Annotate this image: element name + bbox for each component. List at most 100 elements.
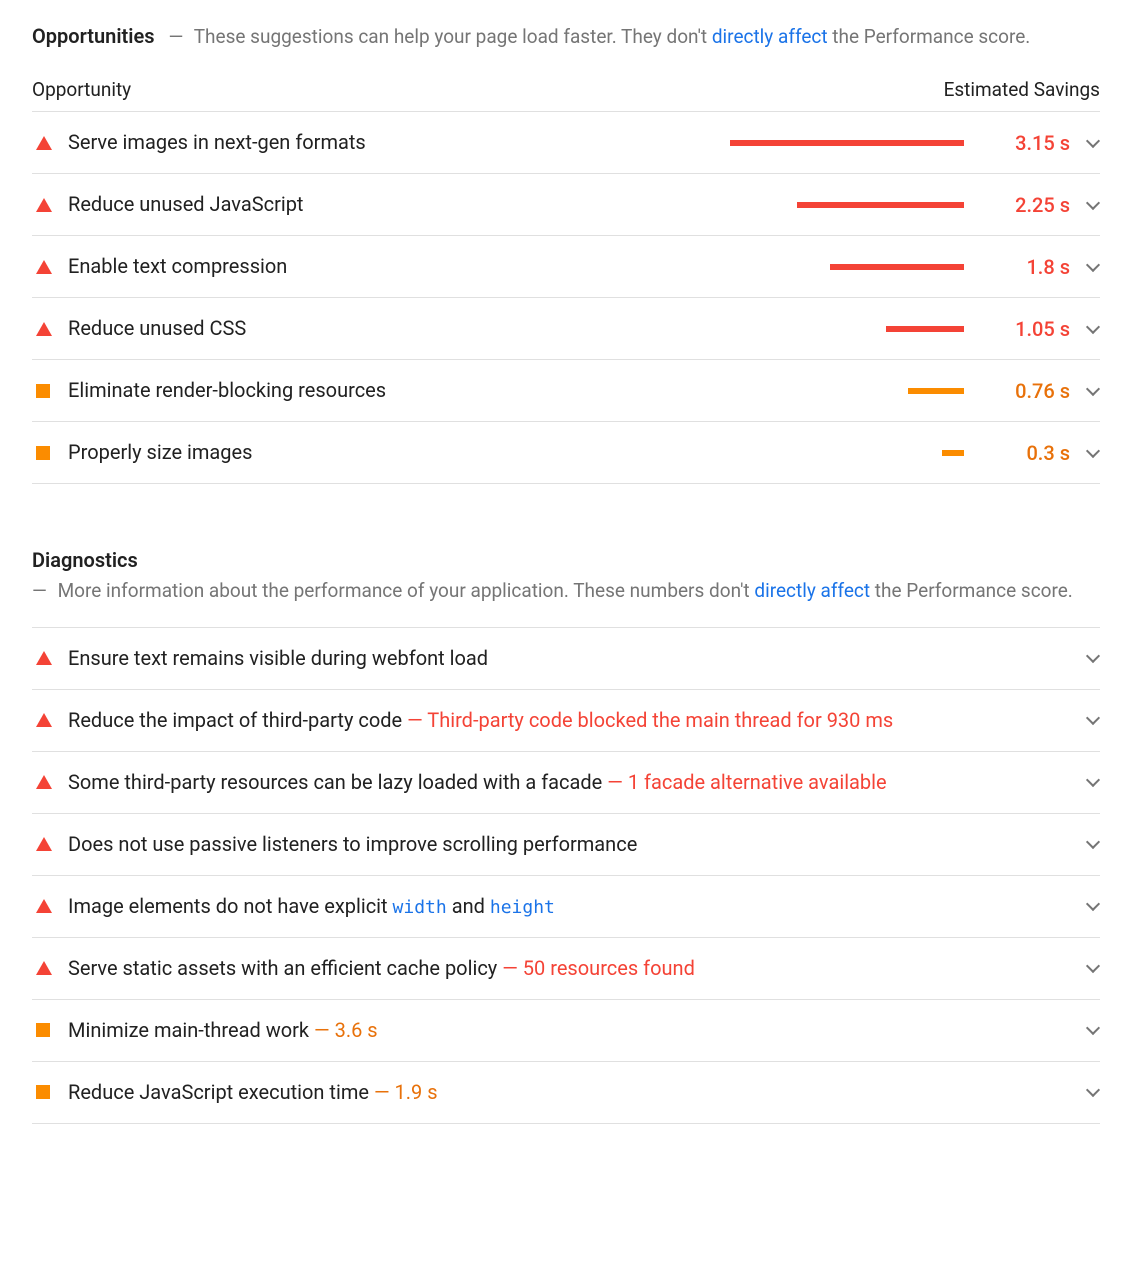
opportunity-label: Serve images in next-gen formats	[68, 128, 702, 157]
chevron-down-icon	[1086, 897, 1100, 911]
savings-value: 3.15 s	[982, 131, 1070, 155]
diagnostic-row[interactable]: Ensure text remains visible during webfo…	[32, 628, 1100, 690]
savings-value: 1.8 s	[982, 255, 1070, 279]
chevron-down-icon	[1086, 320, 1100, 334]
savings-bar	[886, 326, 964, 332]
opportunities-table-header: Opportunity Estimated Savings	[32, 72, 1100, 112]
opportunity-row[interactable]: Properly size images 0.3 s	[32, 422, 1100, 484]
chevron-down-icon	[1086, 835, 1100, 849]
opportunities-desc: — These suggestions can help your page l…	[169, 22, 1031, 52]
code-token: height	[490, 897, 555, 918]
inline-note: — 1.9 s	[374, 1080, 438, 1104]
chevron-down-icon	[1086, 382, 1100, 396]
chevron-down-icon	[1086, 134, 1100, 148]
severity-triangle-icon	[36, 651, 52, 665]
diagnostics-header: Diagnostics — More information about the…	[32, 544, 1100, 606]
savings-value: 0.3 s	[982, 441, 1070, 465]
chevron-down-icon	[1086, 444, 1100, 458]
opportunity-label: Reduce unused CSS	[68, 314, 702, 343]
savings-bar	[797, 202, 964, 208]
diagnostics-title: Diagnostics	[32, 544, 138, 576]
chevron-down-icon	[1086, 1083, 1100, 1097]
savings-bar	[942, 450, 964, 456]
inline-note: — 1 facade alternative available	[607, 770, 886, 794]
directly-affect-link[interactable]: directly affect	[712, 25, 828, 48]
opportunity-row[interactable]: Eliminate render-blocking resources 0.76 …	[32, 360, 1100, 422]
diagnostics-list: Ensure text remains visible during webfo…	[32, 627, 1100, 1124]
diagnostic-label: Reduce the impact of third-party code — …	[68, 706, 1070, 735]
opportunity-row[interactable]: Serve images in next-gen formats 3.15 s	[32, 112, 1100, 174]
text: Minimize main-thread work	[68, 1018, 314, 1042]
opportunity-row[interactable]: Reduce unused JavaScript2.25 s	[32, 174, 1100, 236]
diagnostic-label: Serve static assets with an efficient ca…	[68, 954, 1070, 983]
text: Ensure text remains visible during webfo…	[68, 646, 488, 670]
text: Some third-party resources can be lazy l…	[68, 770, 607, 794]
chevron-down-icon	[1086, 258, 1100, 272]
savings-bar-track	[702, 140, 982, 146]
text: Serve static assets with an efficient ca…	[68, 956, 502, 980]
diagnostic-row[interactable]: Image elements do not have explicit widt…	[32, 876, 1100, 938]
diagnostic-label: Image elements do not have explicit widt…	[68, 892, 1070, 921]
opportunities-title: Opportunities	[32, 20, 155, 52]
text: Image elements do not have explicit	[68, 894, 393, 918]
text: and	[447, 894, 490, 918]
severity-triangle-icon	[36, 136, 52, 150]
chevron-down-icon	[1086, 959, 1100, 973]
diagnostics-desc: — More information about the performance…	[32, 576, 1073, 606]
severity-triangle-icon	[36, 775, 52, 789]
text: Does not use passive listeners to improv…	[68, 832, 637, 856]
diagnostic-label: Minimize main-thread work — 3.6 s	[68, 1016, 1070, 1045]
opportunity-label: Properly size images	[68, 438, 702, 467]
diagnostic-label: Reduce JavaScript execution time — 1.9 s	[68, 1078, 1070, 1107]
severity-triangle-icon	[36, 961, 52, 975]
savings-bar	[830, 264, 964, 270]
savings-bar-track	[702, 202, 982, 208]
severity-square-icon	[36, 1085, 50, 1099]
severity-triangle-icon	[36, 899, 52, 913]
savings-bar-track	[702, 264, 982, 270]
inline-note: — 3.6 s	[314, 1018, 378, 1042]
savings-bar-track	[702, 450, 982, 456]
savings-bar-track	[702, 388, 982, 394]
diagnostic-row[interactable]: Does not use passive listeners to improv…	[32, 814, 1100, 876]
code-token: width	[393, 897, 447, 918]
severity-triangle-icon	[36, 260, 52, 274]
opportunities-header: Opportunities — These suggestions can he…	[32, 20, 1100, 52]
chevron-down-icon	[1086, 711, 1100, 725]
severity-triangle-icon	[36, 713, 52, 727]
chevron-down-icon	[1086, 649, 1100, 663]
header-savings: Estimated Savings	[944, 78, 1100, 101]
inline-note: — 50 resources found	[502, 956, 695, 980]
diagnostic-label: Ensure text remains visible during webfo…	[68, 644, 1070, 673]
diagnostic-row[interactable]: Reduce the impact of third-party code — …	[32, 690, 1100, 752]
severity-square-icon	[36, 446, 50, 460]
chevron-down-icon	[1086, 773, 1100, 787]
diagnostic-row[interactable]: Minimize main-thread work — 3.6 s	[32, 1000, 1100, 1062]
opportunity-label: Eliminate render-blocking resources	[68, 376, 702, 405]
severity-triangle-icon	[36, 322, 52, 336]
diagnostic-row[interactable]: Serve static assets with an efficient ca…	[32, 938, 1100, 1000]
savings-value: 0.76 s	[982, 379, 1070, 403]
opportunities-list: Serve images in next-gen formats 3.15 s Re…	[32, 112, 1100, 484]
savings-bar-track	[702, 326, 982, 332]
chevron-down-icon	[1086, 196, 1100, 210]
opportunity-label: Enable text compression	[68, 252, 702, 281]
opportunity-row[interactable]: Enable text compression 1.8 s	[32, 236, 1100, 298]
directly-affect-link-2[interactable]: directly affect	[754, 579, 870, 602]
diagnostic-row[interactable]: Reduce JavaScript execution time — 1.9 s	[32, 1062, 1100, 1124]
diagnostic-label: Some third-party resources can be lazy l…	[68, 768, 1070, 797]
severity-triangle-icon	[36, 837, 52, 851]
severity-triangle-icon	[36, 198, 52, 212]
diagnostic-row[interactable]: Some third-party resources can be lazy l…	[32, 752, 1100, 814]
diagnostic-label: Does not use passive listeners to improv…	[68, 830, 1070, 859]
inline-note: — Third-party code blocked the main thre…	[407, 708, 893, 732]
savings-bar	[730, 140, 964, 146]
savings-value: 2.25 s	[982, 193, 1070, 217]
chevron-down-icon	[1086, 1021, 1100, 1035]
severity-square-icon	[36, 1023, 50, 1037]
savings-value: 1.05 s	[982, 317, 1070, 341]
severity-square-icon	[36, 384, 50, 398]
header-opportunity: Opportunity	[32, 78, 131, 101]
text: Reduce JavaScript execution time	[68, 1080, 374, 1104]
opportunity-row[interactable]: Reduce unused CSS 1.05 s	[32, 298, 1100, 360]
